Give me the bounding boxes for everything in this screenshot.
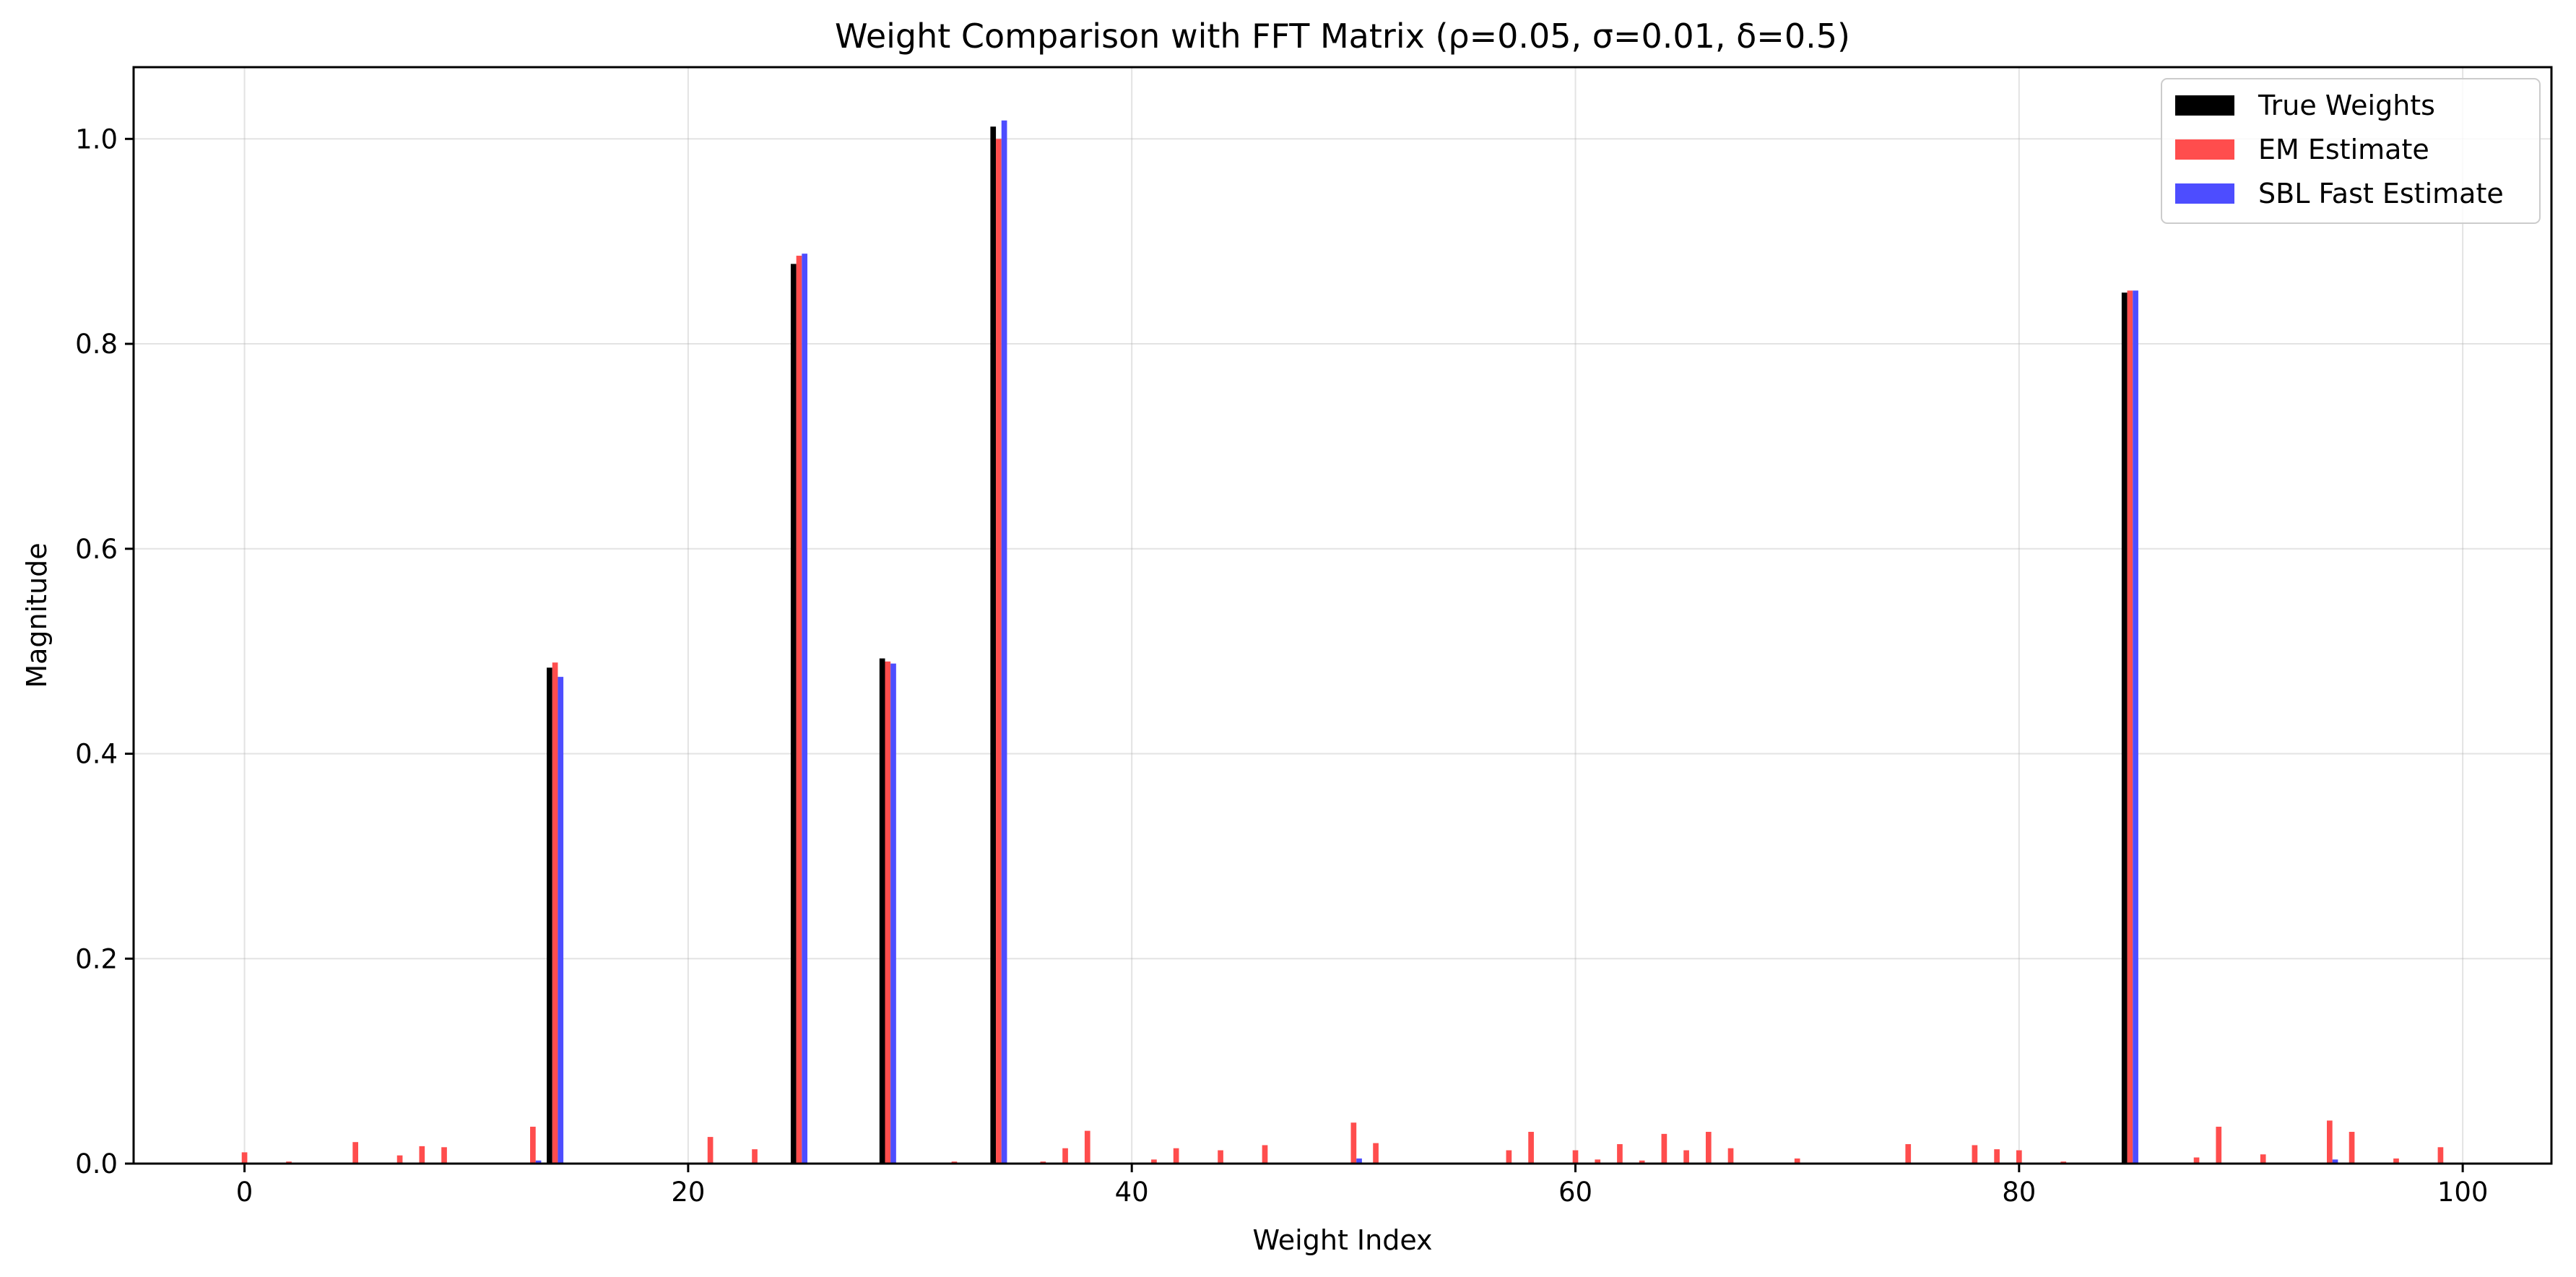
x-tick-label: 20 [671,1177,705,1208]
bar-true-weights [990,126,997,1164]
legend-items: True Weights EM Estimate SBL Fast Estimate [2175,90,2504,209]
bar-em-estimate [352,1142,358,1164]
legend-swatch [2175,95,2234,116]
bar-em-estimate [2327,1120,2333,1164]
bar-sbl-fast-estimate [802,254,807,1164]
bar-em-estimate [396,1155,403,1164]
bar-true-weights [790,264,797,1164]
bar-em-estimate [1151,1159,1157,1164]
bar-em-estimate [1727,1148,1734,1164]
bar-sbl-fast-estimate [535,1160,542,1164]
y-axis-label: Magnitude [21,542,53,688]
bar-em-estimate [2127,290,2133,1164]
bars-layer [241,120,2444,1164]
legend-label: True Weights [2258,90,2435,121]
bar-em-estimate [1062,1148,1068,1164]
y-tick-label: 0.8 [75,329,118,360]
y-tick-label: 0.0 [75,1148,118,1179]
y-tick-label: 0.6 [75,534,118,565]
bar-sbl-fast-estimate [2332,1159,2338,1164]
bar-em-estimate [419,1146,425,1164]
bar-em-estimate [707,1137,714,1164]
bar-em-estimate [1373,1143,1379,1164]
bar-em-estimate [2437,1147,2444,1164]
bar-em-estimate [1084,1130,1090,1164]
bar-em-estimate [1705,1132,1712,1164]
bar-em-estimate [885,661,891,1164]
x-tick-label: 60 [1558,1177,1592,1208]
bar-em-estimate [441,1147,447,1164]
bar-em-estimate [2016,1150,2022,1164]
bar-sbl-fast-estimate [1001,120,1007,1164]
bar-sbl-fast-estimate [1356,1158,1362,1164]
bar-em-estimate [552,662,558,1164]
bar-em-estimate [1595,1159,1601,1164]
plot-frame [132,66,2553,1165]
bar-em-estimate [2349,1132,2355,1164]
bar-em-estimate [996,139,1002,1164]
bar-em-estimate [1218,1150,1223,1164]
bar-em-estimate [1905,1144,1912,1164]
legend: True Weights EM Estimate SBL Fast Estimate [2161,78,2541,224]
bar-em-estimate [752,1149,758,1164]
bar-em-estimate [530,1126,536,1164]
bar-em-estimate [1994,1149,2000,1164]
ticks-layer: 0 20 40 60 80 100 0.0 0.2 0.4 0.6 0.8 1.0 [75,124,2488,1208]
bar-em-estimate [2216,1126,2222,1164]
x-axis-label: Weight Index [1252,1224,1432,1256]
y-tick-label: 0.4 [75,739,118,770]
bar-sbl-fast-estimate [558,677,564,1164]
bar-em-estimate [1639,1160,1645,1164]
chart-title: Weight Comparison with FFT Matrix (ρ=0.0… [835,17,1850,56]
bar-sbl-fast-estimate [2133,290,2138,1164]
x-tick-label: 80 [2002,1177,2036,1208]
bar-em-estimate [796,256,802,1164]
x-tick-label: 40 [1115,1177,1149,1208]
bar-true-weights [547,667,552,1164]
bar-em-estimate [1661,1133,1668,1164]
y-tick-label: 0.2 [75,943,118,974]
bar-em-estimate [1683,1150,1689,1164]
y-tick-label: 1.0 [75,124,118,155]
bar-em-estimate [1262,1145,1268,1164]
bar-sbl-fast-estimate [890,663,896,1164]
bar-true-weights [879,658,885,1164]
x-tick-label: 100 [2437,1177,2489,1208]
bar-em-estimate [1173,1148,1179,1164]
legend-label: SBL Fast Estimate [2258,178,2504,209]
bar-em-estimate [1794,1158,1800,1164]
bar-em-estimate [2393,1158,2399,1164]
legend-swatch [2175,139,2234,160]
x-tick-label: 0 [236,1177,253,1208]
bar-em-estimate [1528,1132,1534,1164]
bar-em-estimate [1972,1145,1978,1164]
legend-label: EM Estimate [2258,134,2429,165]
bar-em-estimate [1506,1150,1512,1164]
bar-em-estimate [241,1152,248,1164]
bar-em-estimate [2193,1157,2200,1164]
legend-swatch [2175,183,2234,204]
bar-em-estimate [2260,1154,2266,1164]
bar-em-estimate [1350,1122,1357,1164]
bar-em-estimate [1572,1150,1579,1164]
legend-box [2161,78,2541,224]
bar-true-weights [2121,293,2128,1164]
bar-em-estimate [1617,1144,1623,1164]
